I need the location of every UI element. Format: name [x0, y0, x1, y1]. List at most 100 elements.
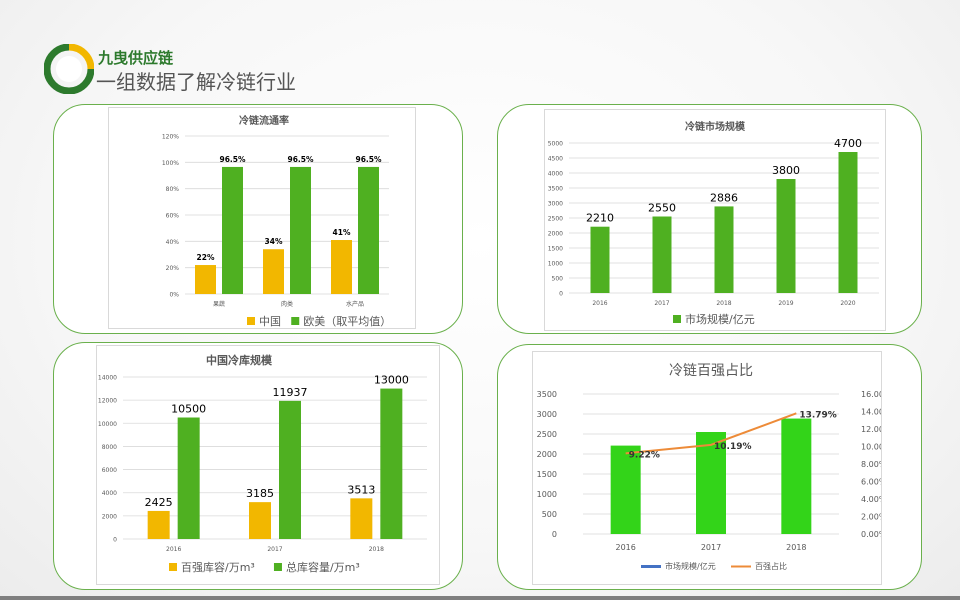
y-tick-label: 14000	[98, 375, 117, 382]
y2-tick-label: 2.00%	[861, 513, 881, 522]
y-tick-label: 3500	[537, 390, 557, 399]
bar	[652, 216, 672, 293]
bar	[781, 418, 812, 534]
x-tick-label: 2018	[716, 300, 731, 307]
y-tick-label: 0%	[169, 292, 179, 299]
chart-title: 冷链市场规模	[685, 120, 746, 133]
y-tick-label: 4000	[548, 171, 563, 178]
chart-card: 冷链市场规模 0 500 1000 1500 2000 2500 3000 3500 4000 45…	[544, 109, 886, 331]
y-tick-label: 12000	[98, 398, 117, 405]
data-label: 2550	[648, 202, 676, 215]
y-tick-label: 120%	[162, 134, 179, 141]
bar	[696, 432, 726, 534]
bar	[290, 166, 311, 294]
chart-title: 冷链流通率	[239, 114, 289, 127]
data-label: 10500	[171, 403, 206, 416]
bar	[610, 445, 641, 534]
x-tick-label: 2018	[369, 546, 384, 553]
bar	[279, 400, 301, 539]
bar	[590, 226, 610, 293]
data-label: 2210	[586, 212, 614, 225]
legend-label: 百强库容/万m³	[181, 560, 255, 574]
legend-label: 百强占比	[755, 561, 787, 571]
chart-cold-storage: 中国冷库规模 0 2000 4000 6000 8000 10000 12000 14000 24…	[98, 353, 427, 574]
y-tick-label: 1500	[548, 246, 563, 253]
x-tick-label: 水产品	[346, 300, 364, 308]
bar	[263, 249, 284, 294]
y-tick-label: 1000	[548, 261, 563, 268]
y-tick-label: 100%	[162, 160, 179, 167]
y-tick-label: 2000	[102, 513, 117, 520]
legend-label: 总库容量/万m³	[286, 560, 360, 574]
bar	[838, 152, 858, 293]
legend-label: 市场规模/亿元	[685, 312, 755, 326]
x-tick-label: 2019	[778, 300, 793, 307]
data-label: 2425	[145, 496, 173, 509]
legend-label: 欧美（取平均值）	[303, 315, 391, 328]
y-tick-label: 0	[559, 291, 563, 298]
y-tick-label: 80%	[166, 186, 180, 193]
y-tick-label: 6000	[102, 467, 117, 474]
bar	[249, 502, 271, 539]
y-tick-label: 500	[552, 276, 564, 283]
chart-card: 中国冷库规模 0 2000 4000 6000 8000 10000 12000 14000 24…	[96, 345, 440, 585]
data-label: 96.5%	[287, 155, 314, 164]
x-tick-label: 果蔬	[213, 300, 225, 308]
y-tick-label: 0	[552, 530, 557, 539]
x-tick-label: 2018	[786, 543, 806, 552]
x-tick-label: 肉类	[281, 300, 293, 308]
bar	[776, 179, 796, 293]
y-tick-label: 20%	[166, 265, 180, 272]
bar	[331, 240, 352, 294]
y2-tick-label: 0.00%	[861, 530, 881, 539]
legend-swatch	[169, 563, 177, 571]
x-tick-label: 2016	[166, 546, 181, 553]
data-label: 41%	[333, 228, 351, 237]
y2-tick-label: 12.00%	[861, 425, 881, 434]
data-label: 3800	[772, 164, 800, 177]
legend-label: 市场规模/亿元	[665, 561, 716, 571]
legend-label: 中国	[259, 315, 281, 328]
panel-cold-storage: 中国冷库规模 0 2000 4000 6000 8000 10000 12000 14000 24…	[53, 342, 463, 590]
y2-tick-label: 14.00%	[861, 408, 881, 417]
chart-card: 冷链流通率 0% 20% 40% 60% 80% 100% 120% 22% 96.5% 果蔬 34%…	[108, 107, 416, 329]
chart-market-size: 冷链市场规模 0 500 1000 1500 2000 2500 3000 3500 4000 45…	[548, 120, 879, 326]
y-tick-label: 4000	[102, 490, 117, 497]
data-label: 13.79%	[799, 410, 837, 420]
y2-tick-label: 6.00%	[861, 478, 881, 487]
bar	[195, 265, 216, 294]
y-tick-label: 0	[113, 537, 117, 544]
bar	[350, 498, 373, 539]
chart-title: 中国冷库规模	[206, 353, 273, 367]
y2-tick-label: 10.00%	[861, 443, 881, 452]
x-tick-label: 2017	[701, 543, 721, 552]
data-label: 9.22%	[629, 450, 660, 460]
x-tick-label: 2017	[267, 546, 282, 553]
bar	[714, 206, 734, 293]
chart-cold-chain-rate: 冷链流通率 0% 20% 40% 60% 80% 100% 120% 22% 96.5% 果蔬 34%…	[162, 114, 391, 328]
y-tick-label: 1500	[537, 470, 557, 479]
brand-logo-icon	[44, 44, 94, 94]
y-tick-label: 3000	[537, 410, 557, 419]
panel-top100-share: 冷链百强占比 0 500 1000 1500 2000 2500 3000 3500 0.00% 2…	[497, 344, 922, 590]
bar	[147, 510, 170, 539]
y-tick-label: 3500	[548, 186, 563, 193]
panel-market-size: 冷链市场规模 0 500 1000 1500 2000 2500 3000 3500 4000 45…	[497, 104, 922, 334]
legend-swatch	[273, 563, 282, 571]
x-tick-label: 2016	[592, 300, 607, 307]
y2-tick-label: 16.00%	[861, 390, 881, 399]
data-label: 22%	[197, 253, 215, 262]
legend-swatch	[291, 317, 300, 325]
data-label: 96.5%	[219, 155, 246, 164]
y-tick-label: 500	[542, 510, 557, 519]
y2-tick-label: 8.00%	[861, 460, 881, 469]
bar	[358, 166, 379, 294]
bar	[380, 388, 403, 539]
data-label: 96.5%	[355, 155, 382, 164]
y2-tick-label: 4.00%	[861, 495, 881, 504]
data-label: 10.19%	[714, 442, 752, 452]
y-tick-label: 2000	[548, 231, 563, 238]
data-label: 11937	[273, 386, 308, 399]
y-tick-label: 2500	[537, 430, 557, 439]
legend-swatch	[641, 565, 661, 568]
